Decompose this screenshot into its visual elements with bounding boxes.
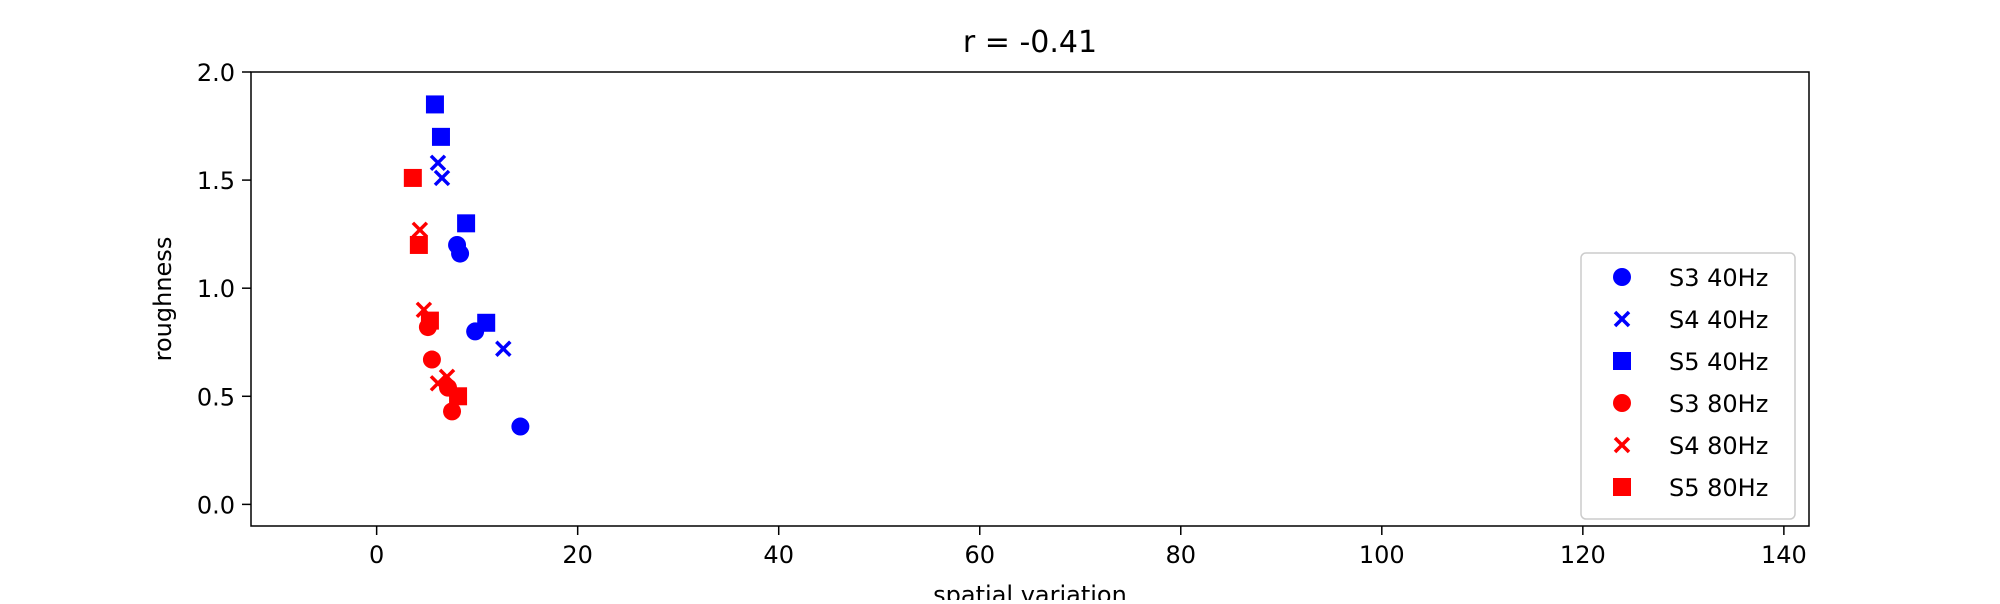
legend-marker (1613, 394, 1631, 412)
series-s5-80hz (403, 168, 468, 406)
data-markers (403, 95, 530, 436)
data-point (425, 95, 444, 114)
legend-label: S4 80Hz (1669, 432, 1768, 460)
x-tick-label: 100 (1359, 541, 1405, 569)
legend-label: S5 80Hz (1669, 474, 1768, 502)
data-point (431, 127, 450, 146)
data-point (457, 214, 476, 233)
data-point (511, 417, 530, 436)
data-point (420, 311, 439, 330)
y-tick-label: 1.0 (197, 275, 235, 303)
legend-label: S3 40Hz (1669, 264, 1768, 292)
data-point (403, 168, 422, 187)
axes: 0 20 40 60 80 100 120 140 0.0 0.5 1.0 1.5 2.0 (197, 59, 1807, 569)
legend-marker (1613, 478, 1631, 496)
legend-label: S4 40Hz (1669, 306, 1768, 334)
legend-frame (1580, 252, 1796, 520)
data-point (438, 368, 456, 386)
x-tick-label: 60 (964, 541, 995, 569)
data-point (443, 402, 462, 421)
chart-title: r = -0.41 (963, 25, 1097, 60)
x-tick-label: 20 (562, 541, 593, 569)
x-tick-label: 0 (369, 541, 384, 569)
series-s5-40hz (425, 95, 496, 332)
data-point (429, 375, 447, 392)
legend-label: S5 40Hz (1669, 348, 1768, 376)
data-point (409, 235, 428, 254)
legend: S3 40Hz S4 40Hz S5 40Hz S3 80Hz S4 80Hz S5 80… (1580, 252, 1796, 520)
x-axis-label: spatial variation (933, 581, 1127, 600)
series-s4-80hz (411, 221, 456, 392)
y-tick-label: 2.0 (197, 59, 235, 87)
y-axis-label: roughness (149, 237, 177, 362)
plot-frame (250, 71, 1810, 527)
x-tick-label: 120 (1560, 541, 1606, 569)
x-tick-label: 140 (1761, 541, 1807, 569)
y-tick-label: 0.5 (197, 383, 235, 411)
data-point (422, 350, 441, 369)
legend-marker (1613, 310, 1631, 328)
data-point (477, 313, 496, 332)
data-point (429, 154, 447, 172)
data-point (495, 340, 512, 357)
data-point (411, 221, 429, 239)
data-point (451, 244, 470, 263)
x-tick-label: 40 (763, 541, 794, 569)
series-s4-40hz (429, 154, 512, 357)
legend-label: S3 80Hz (1669, 390, 1768, 418)
legend-marker (1613, 268, 1631, 286)
series-s3-40hz (448, 235, 530, 436)
y-tick-label: 1.5 (197, 167, 235, 195)
y-tick-label: 0.0 (197, 491, 235, 519)
x-tick-label: 80 (1166, 541, 1197, 569)
data-point (449, 387, 468, 406)
data-point (433, 169, 451, 187)
legend-marker (1613, 352, 1631, 370)
legend-marker (1613, 436, 1631, 454)
